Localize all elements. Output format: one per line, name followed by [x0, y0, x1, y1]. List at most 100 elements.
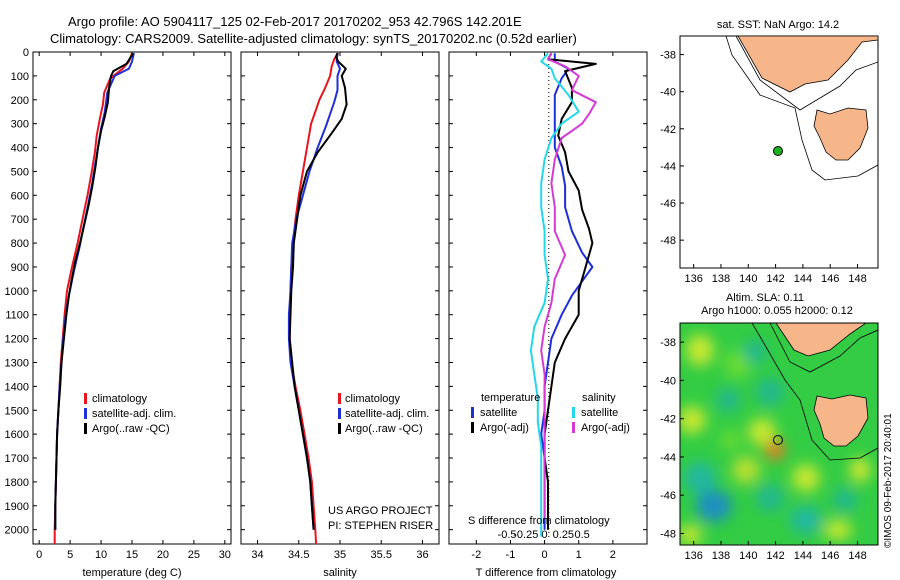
legend-label-argo: Argo(..raw -QC) [92, 423, 170, 435]
difference-legend: temperature salinity satellite Argo(-adj… [471, 392, 630, 434]
depth-tick-label: 1000 [5, 286, 29, 298]
lat-tick-label: -46 [660, 198, 676, 210]
location-map-title: sat. SST: NaN Argo: 14.2 [717, 19, 839, 31]
lat-tick-label: -44 [660, 452, 676, 464]
legend-swatch-t-argo [471, 422, 474, 433]
x-tick-label: 0 [542, 549, 548, 561]
shelf-contour [725, 36, 878, 181]
x-tick-label: -1 [506, 549, 516, 561]
salinity-panel: 34 34.5 35 35.5 36 climatology satellite-adj… [240, 51, 440, 579]
legend-label-argo: Argo(..raw -QC) [345, 423, 423, 435]
legend-label-climatology: climatology [92, 393, 148, 405]
temperature-xlabel: temperature (deg C) [82, 567, 181, 579]
lon-tick-label: 136 [684, 273, 702, 285]
depth-tick-label: 1800 [5, 477, 29, 489]
depth-tick-label: 400 [11, 143, 29, 155]
temperature-series [53, 52, 135, 544]
location-map-ticks: 136 138 140 142 144 146 148 -38 -40 -42 -44 -46 -48 [660, 50, 867, 285]
x-tick-label: -2 [471, 549, 481, 561]
series-line-argo [54, 52, 135, 530]
legend-swatch-s-satellite [572, 407, 575, 418]
difference-frame [448, 51, 648, 545]
legend-swatch-s-argo [572, 422, 575, 433]
sla-mainland [775, 323, 867, 357]
legend-heading-salinity: salinity [582, 392, 616, 404]
difference-xlabel-top: S difference from climatology [468, 515, 610, 527]
depth-tick-label: 200 [11, 95, 29, 107]
lon-tick-label: 146 [821, 273, 839, 285]
lon-tick-label: 136 [684, 550, 702, 562]
sla-shelf-contour [751, 323, 878, 461]
float-location-marker [773, 146, 783, 156]
lat-tick-label: -38 [660, 50, 676, 62]
lat-tick-label: -42 [660, 414, 676, 426]
lon-tick-label: 144 [794, 550, 812, 562]
x-tick-label: 30 [219, 549, 231, 561]
legend-label-t-argo: Argo(-adj) [480, 422, 529, 434]
lat-tick-label: -48 [660, 235, 676, 247]
credit-stamp: ©IMOS 09-Feb-2017 20:40:01 [883, 413, 894, 548]
depth-tick-label: 1300 [5, 357, 29, 369]
sla-map-ticks: 136 138 140 142 144 146 148 -38 -40 -42 -44 -46 -48 [660, 337, 867, 562]
x-tick-label: 36 [416, 549, 428, 561]
depth-tick-label: 900 [11, 262, 29, 274]
sla-map-frame [679, 322, 879, 546]
depth-tick-label: 1400 [5, 381, 29, 393]
depth-tick-label: 500 [11, 166, 29, 178]
series-line-salinity-satellite_salinity [529, 52, 580, 537]
header-line2: Climatology: CARS2009. Satellite-adjuste… [50, 31, 577, 46]
lon-tick-label: 148 [848, 550, 866, 562]
sla-map-title-line2: Argo h1000: 0.055 h2000: 0.12 [701, 305, 853, 317]
legend-swatch-argo [84, 423, 87, 434]
lat-tick-label: -40 [660, 375, 676, 387]
x-tick-label: 35.5 [371, 549, 392, 561]
legend-label-t-satellite: satellite [480, 407, 517, 419]
x-tick-label: 25 [188, 549, 200, 561]
lat-tick-label: -48 [660, 529, 676, 541]
lon-tick-label: 146 [821, 550, 839, 562]
depth-tick-label: 1600 [5, 429, 29, 441]
legend-label-s-satellite: satellite [581, 407, 618, 419]
lon-tick-label: 142 [766, 550, 784, 562]
lat-tick-label: -38 [660, 337, 676, 349]
lon-tick-label: 142 [766, 273, 784, 285]
temperature-panel: 0100200300400500600700800900100011001200… [5, 47, 232, 579]
difference-series [529, 52, 597, 537]
sla-float-location-marker [773, 435, 783, 445]
legend-swatch-climatology [84, 393, 87, 404]
series-line-argo [288, 52, 348, 530]
sla-tasmania [813, 394, 869, 447]
x-tick-label: 2 [610, 549, 616, 561]
header-line1: Argo profile: AO 5904117_125 02-Feb-2017… [68, 14, 522, 29]
depth-tick-label: 100 [11, 71, 29, 83]
legend-label-satellite: satellite-adj. clim. [92, 408, 176, 420]
depth-tick-label: 1900 [5, 501, 29, 513]
temperature-legend: climatology satellite-adj. clim. Argo(..… [84, 393, 176, 435]
x-tick-label: 0 [36, 549, 42, 561]
legend-swatch-argo [338, 423, 341, 434]
depth-tick-label: 300 [11, 119, 29, 131]
s-tick-label: 0.25 [553, 529, 574, 541]
series-line-salinity-argo_salinity [540, 52, 597, 518]
x-tick-label: 20 [157, 549, 169, 561]
legend-label-satellite: satellite-adj. clim. [345, 408, 429, 420]
x-tick-label: 15 [126, 549, 138, 561]
lon-tick-label: 144 [794, 273, 812, 285]
x-tick-label: 10 [95, 549, 107, 561]
salinity-xlabel: salinity [323, 567, 357, 579]
legend-heading-temperature: temperature [481, 392, 540, 404]
s-tick-label: -0.5 [498, 529, 517, 541]
temperature-ticks: 0100200300400500600700800900100011001200… [5, 47, 231, 561]
salinity-ticks: 34 34.5 35 35.5 36 [241, 51, 439, 561]
s-tick-label: -0.25 [513, 529, 538, 541]
depth-tick-label: 1500 [5, 405, 29, 417]
legend-swatch-satellite [338, 408, 341, 419]
depth-tick-label: 1200 [5, 334, 29, 346]
sla-map-title-line1: Altim. SLA: 0.11 [726, 292, 804, 304]
lat-tick-label: -42 [660, 124, 676, 136]
sla-map-panel: Altim. SLA: 0.11 Argo h1000: 0.055 h2000… [660, 292, 894, 562]
sla-anomaly-blobs [680, 334, 870, 545]
difference-panel: -2 -1 0 1 2 -0.5-0.25 0 0.25 0.5 temperature sal… [448, 51, 648, 579]
depth-tick-label: 1100 [5, 310, 29, 322]
legend-label-s-argo: Argo(-adj) [581, 422, 630, 434]
